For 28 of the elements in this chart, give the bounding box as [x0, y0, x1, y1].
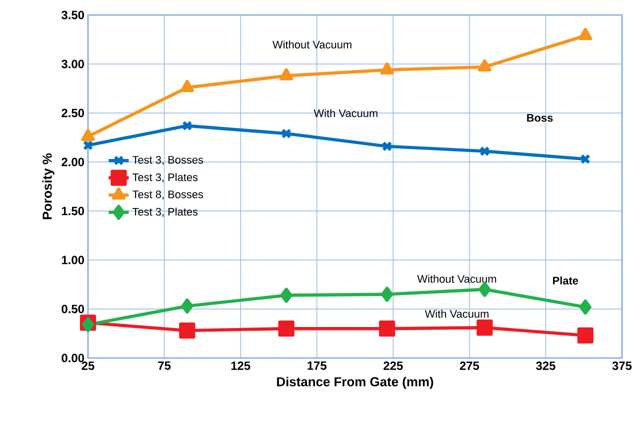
y-tick-label: 0.00 — [62, 354, 84, 362]
y-tick-label: 3.00 — [61, 60, 84, 68]
y-tick-label: 1.50 — [62, 206, 84, 216]
y-tick-label: 1.00 — [62, 256, 84, 264]
annotation: With Vacuum — [314, 109, 378, 118]
annotation: Without Vacuum — [272, 40, 352, 49]
annotation: Without Vacuum — [417, 274, 496, 283]
x-tick-label: 25 — [82, 362, 94, 370]
x-tick-label: 375 — [612, 362, 632, 370]
legend-label: Test 8, Bosses — [132, 190, 204, 200]
x-tick-label: 325 — [536, 362, 556, 370]
x-tick-label: 175 — [308, 362, 326, 370]
x-axis-title: Distance From Gate (mm) — [277, 376, 434, 389]
x-tick-label: 225 — [384, 362, 403, 370]
annotation: Boss — [527, 114, 553, 122]
legend-label: Test 3, Bosses — [132, 156, 204, 166]
y-tick-label: 2.00 — [62, 158, 84, 166]
annotation: With Vacuum — [424, 310, 488, 318]
legend-label: Test 3, Plates — [132, 173, 198, 182]
x-tick-label: 125 — [231, 362, 250, 370]
legend-label: Test 3, Plates — [132, 208, 198, 217]
annotation: Plate — [553, 276, 578, 285]
y-tick-label: 0.50 — [62, 304, 84, 314]
y-tick-label: 3.50 — [61, 10, 84, 20]
x-tick-label: 275 — [460, 362, 480, 370]
y-axis-title: Porosity % — [42, 153, 54, 220]
x-tick-label: 75 — [158, 362, 171, 370]
y-tick-label: 2.50 — [62, 108, 84, 118]
